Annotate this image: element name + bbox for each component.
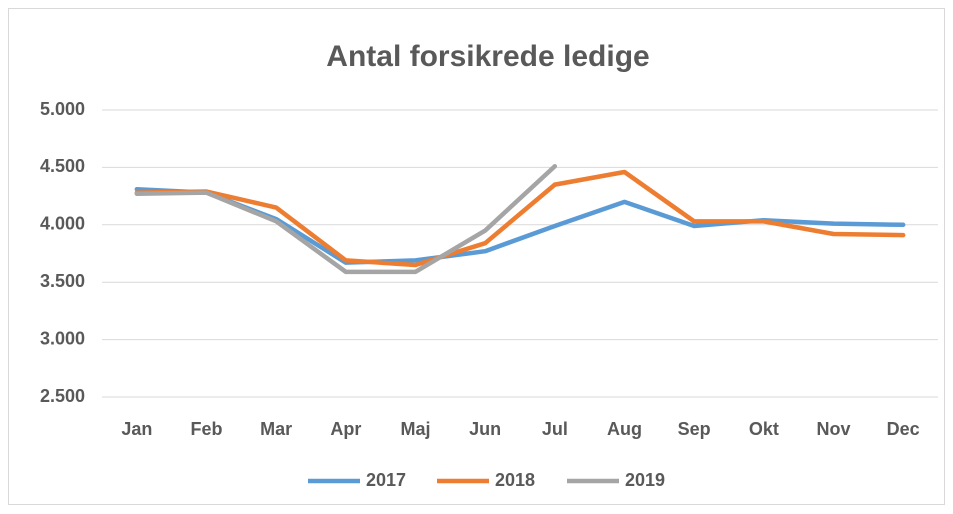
y-tick-label: 3.000 [40, 328, 85, 348]
chart-title: Antal forsikrede ledige [326, 40, 649, 73]
legend-label: 2017 [366, 470, 406, 490]
y-tick-label: 2.500 [40, 386, 85, 406]
x-tick-label: Jun [469, 419, 501, 439]
chart-border [8, 8, 945, 505]
legend-label: 2018 [495, 470, 535, 490]
y-tick-label: 4.000 [40, 214, 85, 234]
y-tick-label: 5.000 [40, 99, 85, 119]
x-tick-label: Mar [260, 419, 292, 439]
y-tick-label: 3.500 [40, 271, 85, 291]
x-tick-label: Feb [190, 419, 222, 439]
x-tick-label: Apr [330, 419, 361, 439]
x-tick-label: Maj [400, 419, 430, 439]
series-line [134, 169, 906, 268]
x-tick-label: Aug [607, 419, 642, 439]
x-tick-label: Jan [121, 419, 152, 439]
x-tick-label: Jul [542, 419, 568, 439]
x-tick-label: Nov [816, 419, 850, 439]
x-tick-label: Okt [749, 419, 779, 439]
x-tick-label: Dec [887, 419, 920, 439]
y-tick-label: 4.500 [40, 156, 85, 176]
x-tick-label: Sep [678, 419, 711, 439]
legend-label: 2019 [625, 470, 665, 490]
series-line [134, 164, 558, 275]
